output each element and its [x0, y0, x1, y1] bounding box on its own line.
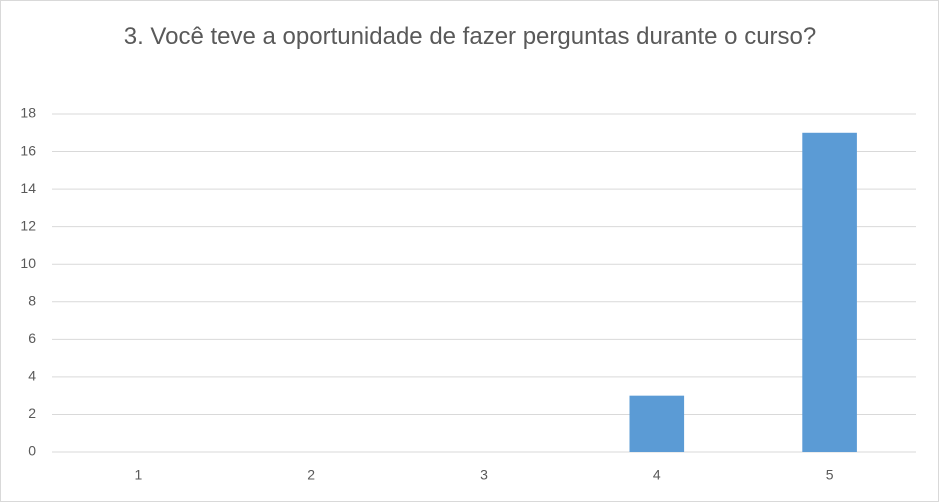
- y-tick-label: 12: [20, 217, 36, 233]
- y-tick-label: 14: [20, 180, 36, 196]
- x-tick-label: 4: [653, 467, 661, 483]
- y-tick-label: 18: [20, 105, 36, 121]
- y-tick-label: 16: [20, 142, 36, 158]
- chart-title: 3. Você teve a oportunidade de fazer per…: [123, 23, 817, 50]
- y-tick-label: 8: [28, 292, 36, 308]
- x-tick-label: 1: [135, 467, 143, 483]
- y-tick-label: 4: [28, 368, 36, 384]
- y-tick-label: 0: [28, 443, 36, 459]
- y-tick-label: 10: [20, 255, 36, 271]
- bar: [629, 395, 685, 452]
- x-tick-label: 3: [480, 467, 488, 483]
- bar: [802, 132, 857, 452]
- x-tick-label: 2: [307, 467, 315, 483]
- x-tick-label: 5: [826, 467, 834, 483]
- y-tick-label: 6: [28, 330, 36, 346]
- y-tick-label: 2: [28, 405, 36, 421]
